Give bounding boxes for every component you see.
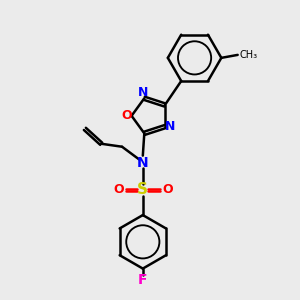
Text: O: O: [121, 109, 131, 122]
Text: S: S: [137, 182, 148, 197]
Text: F: F: [138, 273, 148, 287]
Text: O: O: [162, 183, 172, 196]
Text: O: O: [113, 183, 124, 196]
Text: CH₃: CH₃: [239, 50, 257, 60]
Text: N: N: [138, 86, 148, 99]
Text: N: N: [165, 120, 175, 133]
Text: N: N: [137, 156, 148, 170]
